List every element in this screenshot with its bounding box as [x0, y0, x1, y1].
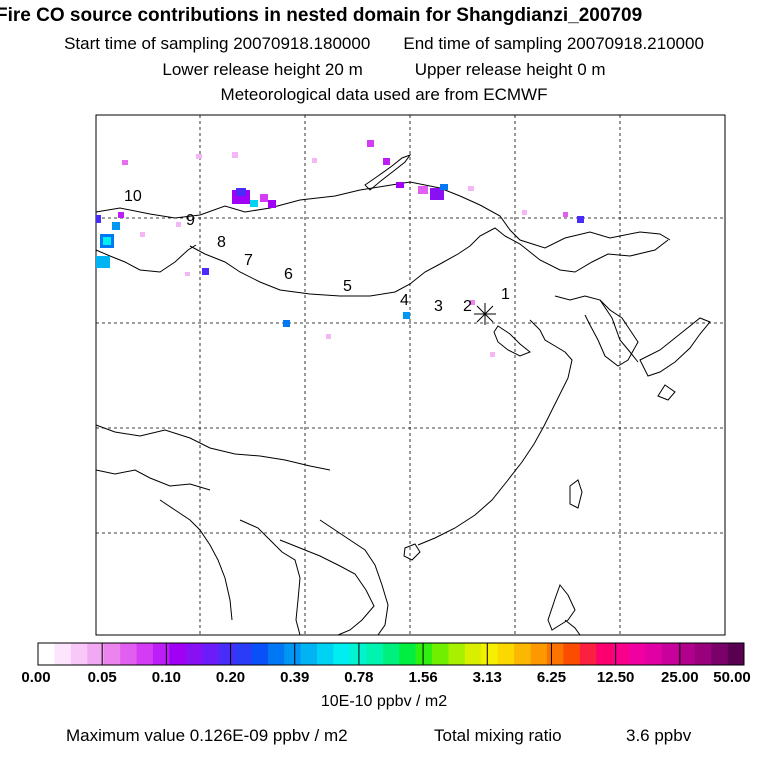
colorbar-swatch — [579, 643, 597, 665]
colorbar-swatch — [481, 643, 499, 665]
colorbar-swatch — [546, 643, 564, 665]
colorbar-tick-label: 0.20 — [215, 669, 246, 686]
colorbar-tick-label: 0.00 — [21, 669, 51, 686]
colorbar-tick-label: 1.56 — [408, 669, 438, 686]
start-time-label: Start time of sampling 20070918.180000 — [64, 34, 371, 53]
colorbar-tick-label: 12.50 — [596, 669, 635, 686]
release-height-line: Lower release height 20 m Upper release … — [0, 60, 768, 80]
trajectory-label-1: 1 — [501, 286, 510, 303]
colorbar-swatch — [645, 643, 663, 665]
map-frame — [95, 114, 726, 636]
colorbar-swatch — [136, 643, 154, 665]
colorbar-swatch — [70, 643, 88, 665]
colorbar-swatch — [54, 643, 72, 665]
graticule — [96, 115, 725, 635]
trajectory-label-7: 7 — [244, 252, 253, 269]
colorbar-swatch — [120, 643, 137, 665]
trajectory-label-2: 2 — [463, 298, 472, 315]
met-data-line: Meteorological data used are from ECMWF — [220, 85, 548, 104]
trajectory-label-5: 5 — [343, 278, 352, 295]
colorbar-swatch — [87, 643, 104, 665]
colorbar-tick-label: 0.10 — [151, 669, 181, 686]
colorbar-swatch — [464, 643, 482, 665]
colorbar-swatch — [267, 643, 285, 665]
colorbar-swatch — [694, 643, 712, 665]
colorbar-swatch — [596, 643, 613, 665]
colorbar-swatch — [152, 643, 170, 665]
colorbar-swatch — [415, 643, 433, 665]
colorbar-swatch — [169, 643, 187, 665]
trajectory-label-6: 6 — [284, 266, 293, 283]
colorbar-tick-label: 0.78 — [344, 669, 374, 686]
colorbar-swatch — [727, 643, 745, 665]
trajectory-label-9: 9 — [186, 212, 195, 229]
colorbar-swatch — [300, 643, 318, 665]
colorbar-swatch — [530, 643, 548, 665]
colorbar-swatch — [563, 643, 581, 665]
country-borders — [95, 153, 711, 636]
colorbar-swatch — [711, 643, 728, 665]
total-mixing-value: 3.6 ppbv — [626, 726, 692, 745]
colorbar-swatch — [612, 643, 630, 665]
lower-release-label: Lower release height 20 m — [162, 60, 363, 79]
colorbar — [37, 642, 745, 666]
colorbar-swatch — [349, 643, 367, 665]
colorbar-swatch — [382, 643, 400, 665]
colorbar-swatch — [514, 643, 531, 665]
colorbar-swatch — [251, 643, 269, 665]
colorbar-swatch — [185, 643, 203, 665]
max-value-label: Maximum value 0.126E-09 ppbv / m2 — [66, 726, 348, 745]
colorbar-tick-label: 50.00 — [713, 669, 751, 686]
colorbar-tick-label: 6.25 — [536, 669, 567, 686]
total-mixing-label: Total mixing ratio — [434, 726, 562, 745]
trajectory-label-3: 3 — [434, 298, 443, 315]
trajectory-label-8: 8 — [217, 234, 226, 251]
colorbar-tick-label: 25.00 — [661, 669, 699, 686]
sampling-time-line: Start time of sampling 20070918.180000 E… — [0, 34, 768, 54]
colorbar-swatch — [678, 643, 696, 665]
trajectory-label-4: 4 — [400, 292, 409, 309]
map-title: Fire CO source contributions in nested d… — [0, 5, 643, 26]
colorbar-swatch — [399, 643, 416, 665]
colorbar-swatch — [366, 643, 384, 665]
fire-contribution-cells — [96, 140, 584, 357]
colorbar-swatch — [317, 643, 334, 665]
colorbar-border — [37, 642, 745, 666]
colorbar-units: 10E-10 ppbv / m2 — [320, 693, 448, 710]
colorbar-swatch — [333, 643, 351, 665]
colorbar-swatch — [497, 643, 515, 665]
colorbar-swatch — [284, 643, 301, 665]
colorbar-swatch — [629, 643, 646, 665]
colorbar-swatch — [38, 643, 55, 665]
trajectory-label-10: 10 — [124, 188, 142, 205]
asterisk-icon — [474, 303, 496, 325]
colorbar-tick-label: 0.05 — [87, 669, 117, 686]
colorbar-swatch — [218, 643, 236, 665]
colorbar-tick-label: 3.13 — [472, 669, 502, 686]
end-time-label: End time of sampling 20070918.210000 — [403, 34, 704, 53]
colorbar-swatch — [103, 643, 121, 665]
colorbar-swatch — [202, 643, 219, 665]
colorbar-tick-label: 0.39 — [280, 669, 310, 686]
colorbar-swatch — [432, 643, 449, 665]
colorbar-swatch — [448, 643, 466, 665]
upper-release-label: Upper release height 0 m — [414, 60, 606, 79]
colorbar-swatch — [661, 643, 679, 665]
colorbar-swatch — [235, 643, 252, 665]
